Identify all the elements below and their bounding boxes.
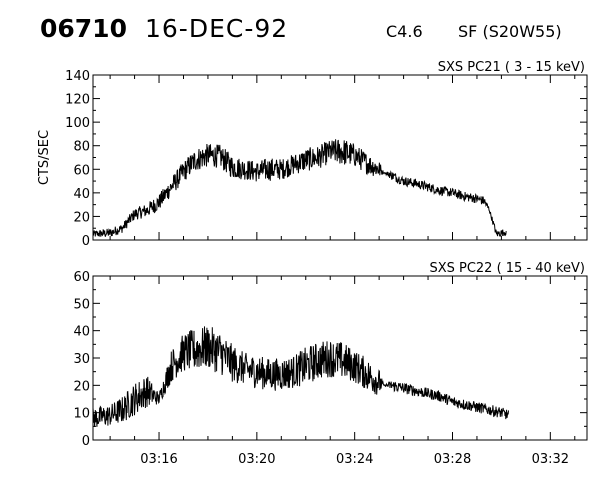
x-tick-label: 03:24 bbox=[336, 452, 373, 467]
y-tick-label: 20 bbox=[73, 210, 90, 225]
x-tick-label: 03:20 bbox=[238, 452, 275, 467]
chart-title: SXS PC22 ( 15 - 40 keV) bbox=[429, 261, 585, 276]
y-tick-label: 0 bbox=[82, 234, 90, 249]
chart-title: SXS PC21 ( 3 - 15 keV) bbox=[438, 60, 585, 75]
series-line bbox=[92, 326, 509, 428]
y-tick-label: 140 bbox=[65, 69, 90, 84]
event-id: 06710 bbox=[40, 14, 127, 43]
y-tick-label: 30 bbox=[73, 352, 90, 367]
y-tick-label: 60 bbox=[73, 270, 90, 285]
y-tick-label: 100 bbox=[65, 116, 90, 131]
goes-class: C4.6 bbox=[386, 22, 423, 41]
y-tick-label: 10 bbox=[73, 407, 90, 422]
y-tick-label: 40 bbox=[73, 187, 90, 202]
y-axis-label: CTS/SEC bbox=[37, 130, 52, 185]
y-tick-label: 40 bbox=[73, 325, 90, 340]
y-tick-label: 50 bbox=[73, 297, 90, 312]
x-tick-label: 03:32 bbox=[532, 452, 569, 467]
x-tick-label: 03:16 bbox=[140, 452, 177, 467]
y-tick-label: 120 bbox=[65, 93, 90, 108]
event-date: 16-DEC-92 bbox=[145, 14, 289, 43]
y-tick-label: 60 bbox=[73, 163, 90, 178]
flare-location: SF (S20W55) bbox=[458, 22, 562, 41]
y-tick-label: 0 bbox=[82, 434, 90, 449]
x-tick-label: 03:28 bbox=[434, 452, 471, 467]
y-tick-label: 80 bbox=[73, 140, 90, 155]
y-tick-label: 20 bbox=[73, 379, 90, 394]
series-line bbox=[92, 139, 507, 238]
